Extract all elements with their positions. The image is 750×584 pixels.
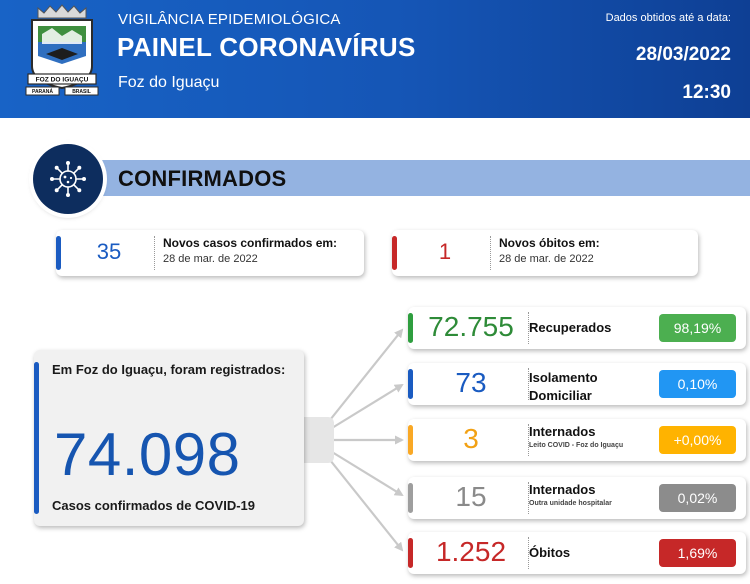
crest-banner-text: FOZ DO IGUAÇU (36, 77, 89, 84)
stat-label: Óbitos (529, 545, 571, 560)
stat-label: Isolamento Domiciliar (529, 369, 598, 405)
virus-icon (50, 161, 86, 197)
stat-accent-bar (408, 538, 413, 568)
new-deaths-date: 28 de mar. de 2022 (499, 253, 594, 265)
header-city: Foz do Iguaçu (118, 74, 220, 91)
stat-note: Leito COVID - Foz do Iguaçu (529, 442, 624, 449)
stat-percent-badge: 0,02% (659, 484, 736, 512)
stat-label: Internados (529, 424, 596, 439)
new-cases-accent-bar (56, 236, 61, 270)
crest-scroll-right-text: BRASIL (72, 89, 91, 95)
stat-value: 15 (455, 481, 487, 512)
divider (528, 312, 529, 344)
total-cases-card: Em Foz do Iguaçu, foram registrados: 74.… (34, 350, 304, 526)
divider (528, 537, 529, 569)
divider (154, 236, 155, 270)
total-label: Em Foz do Iguaçu, foram registrados: (52, 362, 286, 377)
data-date: 28/03/2022 (635, 44, 731, 65)
stat-value: 72.755 (428, 311, 514, 342)
stat-label-line2: Domiciliar (529, 388, 592, 403)
section-badge (33, 144, 103, 214)
divider (528, 368, 529, 400)
new-cases-value: 35 (96, 239, 122, 264)
new-deaths-label: Novos óbitos em: (499, 236, 600, 250)
new-deaths-value: 1 (438, 239, 452, 264)
stat-card-obitos: 1.252 Óbitos 1,69% (408, 532, 746, 574)
arrow-internados-outra (331, 451, 404, 497)
stat-card-recuperados: 72.755 Recuperados 98,19% (408, 307, 746, 349)
stat-percent-badge: +0,00% (659, 426, 736, 454)
stat-value: 3 (463, 423, 479, 454)
header-subtitle: VIGILÂNCIA EPIDEMIOLÓGICA (118, 11, 341, 28)
new-deaths-accent-bar (392, 236, 397, 270)
crest-scroll-left-text: PARANÁ (32, 88, 53, 95)
divider (528, 482, 529, 514)
stat-accent-bar (408, 369, 413, 399)
arrow-isolamento (331, 383, 404, 429)
new-deaths-card: 1 Novos óbitos em: 28 de mar. de 2022 (392, 230, 698, 276)
stat-card-isolamento: 73 Isolamento Domiciliar 0,10% (408, 363, 746, 405)
stat-label: Internados (529, 482, 596, 497)
divider (490, 236, 491, 270)
stat-accent-bar (408, 425, 413, 455)
city-crest-logo: FOZ DO IGUAÇU PARANÁ BRASIL (25, 4, 99, 96)
section-title: CONFIRMADOS (118, 166, 287, 191)
stat-accent-bar (408, 313, 413, 343)
stat-percent-badge: 1,69% (659, 539, 736, 567)
page-title: PAINEL CORONAVÍRUS (117, 32, 416, 62)
divider (528, 424, 529, 456)
date-label: Dados obtidos até a data: (605, 12, 731, 24)
total-value: 74.098 (54, 421, 241, 488)
stat-card-internados-covid: 3 Internados Leito COVID - Foz do Iguaçu… (408, 419, 746, 461)
stat-value: 1.252 (435, 536, 507, 567)
arrow-recuperados (329, 328, 404, 421)
total-sublabel: Casos confirmados de COVID-19 (52, 498, 255, 513)
stat-label: Recuperados (529, 320, 612, 335)
stat-percent-badge: 98,19% (659, 314, 736, 342)
new-cases-card: 35 Novos casos confirmados em: 28 de mar… (56, 230, 364, 276)
new-cases-label: Novos casos confirmados em: (163, 236, 338, 250)
arrow-obitos (329, 459, 404, 552)
stat-percent-badge: 0,10% (659, 370, 736, 398)
section-band (60, 160, 750, 196)
stat-accent-bar (408, 483, 413, 513)
stat-label-line1: Isolamento (529, 370, 598, 385)
header: FOZ DO IGUAÇU PARANÁ BRASIL VIGILÂNCIA E… (0, 0, 750, 118)
stat-value: 73 (455, 367, 487, 398)
data-time: 12:30 (682, 82, 731, 103)
total-accent-bar (34, 362, 39, 514)
stat-card-internados-outra: 15 Internados Outra unidade hospitalar 0… (408, 477, 746, 519)
stat-note: Outra unidade hospitalar (529, 500, 612, 507)
new-cases-date: 28 de mar. de 2022 (163, 253, 258, 265)
